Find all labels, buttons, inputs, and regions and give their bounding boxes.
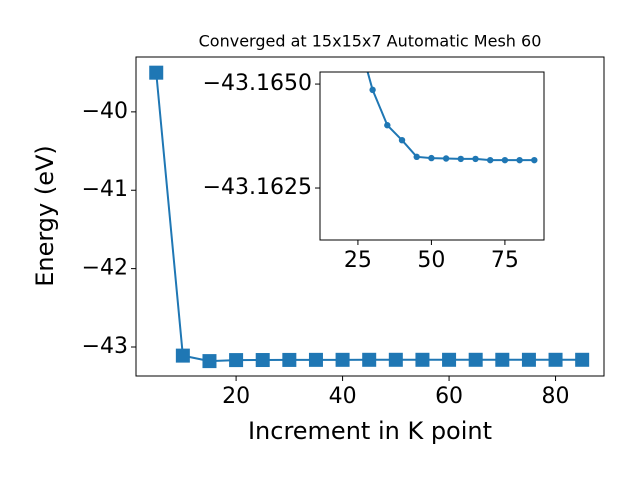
y-tick-label: −43.1650 xyxy=(203,71,312,96)
y-tick-label: −43 xyxy=(82,334,128,359)
x-tick-label: 20 xyxy=(222,384,250,409)
marker xyxy=(487,156,494,164)
y-tick-label: −41 xyxy=(82,177,128,202)
marker xyxy=(415,352,430,367)
x-axis-label: Increment in K point xyxy=(248,417,492,445)
y-tick-label: −40 xyxy=(82,99,128,124)
marker xyxy=(362,352,377,367)
marker xyxy=(521,352,536,367)
x-tick-label: 80 xyxy=(542,384,570,409)
marker xyxy=(229,353,244,368)
marker xyxy=(516,156,523,164)
axes-frame xyxy=(135,56,605,377)
x-tick-label: 60 xyxy=(435,384,463,409)
axes-frame xyxy=(319,71,545,241)
marker xyxy=(413,153,420,161)
y-axis-label: Energy (eV) xyxy=(31,145,59,287)
x-tick-label: 40 xyxy=(329,384,357,409)
x-tick-label: 50 xyxy=(417,248,445,273)
marker xyxy=(548,352,563,367)
marker xyxy=(282,352,297,367)
marker xyxy=(495,352,510,367)
y-tick-label: −42 xyxy=(82,256,128,281)
marker xyxy=(457,155,465,163)
x-tick-label: 25 xyxy=(344,248,372,273)
x-tick-label: 75 xyxy=(491,248,519,273)
y-tick-label: −43.1625 xyxy=(203,175,312,200)
inset: 25 50 75 −43.1625 −43.1650 xyxy=(203,71,545,273)
marker xyxy=(575,352,590,367)
marker xyxy=(501,156,509,164)
marker xyxy=(202,354,217,369)
marker xyxy=(531,156,538,164)
marker xyxy=(472,155,479,163)
marker xyxy=(442,155,450,162)
marker xyxy=(384,122,391,129)
marker xyxy=(308,352,323,367)
marker xyxy=(335,352,350,367)
marker xyxy=(255,353,270,368)
marker xyxy=(388,352,403,367)
marker xyxy=(428,154,435,162)
marker xyxy=(468,352,483,367)
series xyxy=(366,72,538,164)
marker xyxy=(149,65,164,80)
marker xyxy=(442,352,457,367)
series xyxy=(149,65,590,369)
marker xyxy=(175,348,190,363)
chart-title: Converged at 15x15x7 Automatic Mesh 60 xyxy=(199,32,542,51)
marker xyxy=(398,136,406,144)
marker xyxy=(369,86,376,94)
